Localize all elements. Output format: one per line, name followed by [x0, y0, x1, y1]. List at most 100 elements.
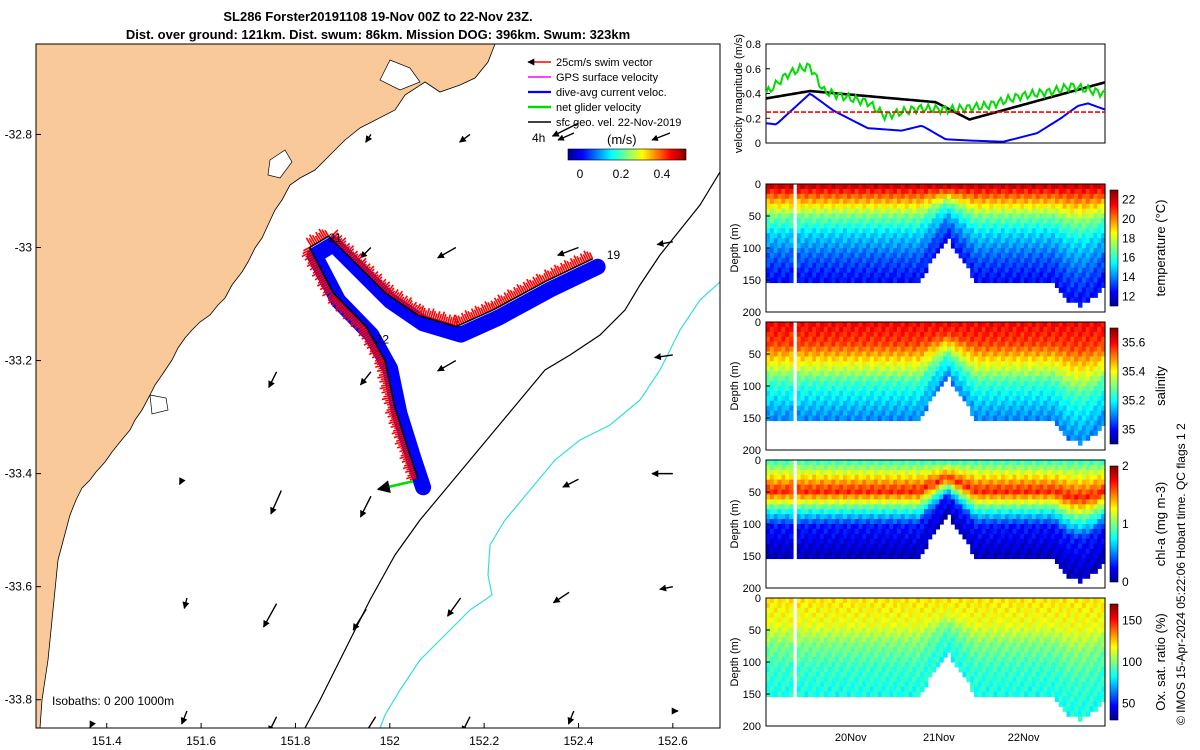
- heatmap-cell: [981, 509, 987, 515]
- heatmap-cell: [958, 524, 964, 530]
- heatmap-cell: [981, 208, 987, 215]
- heatmap-cell: [974, 193, 979, 200]
- heatmap-cell: [777, 267, 783, 274]
- heatmap-cell: [923, 351, 929, 358]
- heatmap-cell: [985, 277, 991, 284]
- heatmap-cell: [1008, 248, 1014, 254]
- heatmap-cell: [1027, 248, 1033, 254]
- heatmap-cell: [812, 376, 817, 382]
- heatmap-cell: [1000, 376, 1006, 382]
- heatmap-cell: [846, 460, 852, 466]
- heatmap-cell: [958, 233, 964, 239]
- heatmap-cell: [920, 356, 925, 362]
- heatmap-cell: [908, 548, 913, 555]
- heatmap-cell: [827, 538, 833, 545]
- heatmap-cell: [1031, 248, 1037, 254]
- heatmap-cell: [843, 188, 848, 195]
- heatmap-cell: [877, 484, 883, 491]
- heatmap-cell: [974, 223, 979, 229]
- heatmap-cell: [873, 533, 879, 540]
- heatmap-cell: [966, 193, 971, 200]
- heatmap-cell: [1058, 386, 1064, 392]
- heatmap-cell: [935, 504, 940, 510]
- heatmap-cell: [954, 474, 960, 481]
- heatmap-cell: [823, 238, 829, 244]
- heatmap-cell: [1039, 277, 1044, 284]
- heatmap-cell: [881, 238, 887, 244]
- heatmap-cell: [974, 336, 979, 343]
- heatmap-cell: [816, 519, 821, 525]
- heatmap-cell: [977, 267, 983, 274]
- heatmap-cell: [1058, 213, 1064, 220]
- heatmap-cell: [862, 331, 867, 338]
- heatmap-cell: [1043, 376, 1048, 382]
- heatmap-cell: [819, 514, 825, 520]
- heatmap-cell: [1024, 331, 1029, 338]
- heatmap-cell: [908, 533, 913, 540]
- heatmap-cell: [804, 184, 809, 190]
- heatmap-cell: [831, 553, 836, 560]
- heatmap-cell: [889, 218, 894, 224]
- heatmap-cell: [781, 479, 786, 486]
- heatmap-cell: [804, 356, 809, 362]
- heatmap-cell: [839, 533, 844, 540]
- heatmap-cell: [896, 213, 902, 220]
- heatmap-cell: [920, 371, 925, 377]
- heatmap-cell: [858, 519, 863, 525]
- heatmap-cell: [977, 519, 983, 525]
- heatmap-cell: [777, 519, 783, 525]
- heatmap-cell: [958, 243, 964, 249]
- heatmap-cell: [904, 543, 910, 550]
- heatmap-cell: [862, 460, 867, 466]
- heatmap-cell: [893, 184, 898, 190]
- heatmap-cell: [831, 381, 836, 387]
- heatmap-cell: [1012, 326, 1017, 333]
- heatmap-cell: [931, 322, 937, 328]
- heatmap-cell: [939, 484, 944, 491]
- heatmap-cell: [1008, 252, 1014, 259]
- heatmap-cell: [1078, 233, 1083, 239]
- heatmap-cell: [923, 390, 929, 397]
- swim-vector: [327, 293, 336, 302]
- heatmap-cell: [1004, 267, 1010, 274]
- heatmap-cell: [1004, 326, 1010, 333]
- heatmap-cell: [985, 248, 991, 254]
- swim-vector: [400, 446, 408, 450]
- heatmap-cell: [823, 361, 829, 367]
- heatmap-cell: [908, 322, 913, 328]
- heatmap-cell: [812, 504, 817, 510]
- heatmap-cell: [970, 504, 975, 510]
- heatmap-cell: [1051, 326, 1056, 333]
- heatmap-cell: [1024, 198, 1029, 205]
- heatmap-cell: [1035, 346, 1041, 353]
- heatmap-cell: [1004, 243, 1010, 249]
- swim-vector: [515, 287, 522, 296]
- heatmap-cell: [1016, 405, 1021, 412]
- heatmap-cell: [777, 257, 783, 264]
- heatmap-cell: [781, 514, 786, 520]
- heatmap-cell: [773, 533, 779, 540]
- heatmap-cell: [989, 238, 994, 244]
- heatmap-cell: [1097, 410, 1102, 417]
- heatmap-cell: [781, 400, 786, 407]
- heatmap-cell: [896, 326, 902, 333]
- heatmap-cell: [873, 361, 879, 367]
- heatmap-cell: [831, 464, 836, 471]
- heatmap-cell: [843, 208, 848, 215]
- heatmap-cell: [862, 257, 867, 264]
- heatmap-cell: [1047, 238, 1052, 244]
- heatmap-cell: [920, 184, 925, 190]
- swim-vector: [338, 304, 346, 312]
- heatmap-cell: [974, 415, 979, 422]
- heatmap-cell: [873, 351, 879, 358]
- swim-vector: [502, 295, 508, 303]
- heatmap-cell: [1054, 267, 1060, 274]
- heatmap-cell: [769, 386, 775, 392]
- heatmap-cell: [850, 514, 856, 520]
- heatmap-cell: [796, 553, 802, 560]
- heatmap-cell: [977, 193, 983, 200]
- heatmap-cell: [927, 351, 933, 358]
- heatmap-cell: [977, 479, 983, 486]
- heatmap-cell: [885, 494, 890, 500]
- heatmap-cell: [950, 233, 956, 239]
